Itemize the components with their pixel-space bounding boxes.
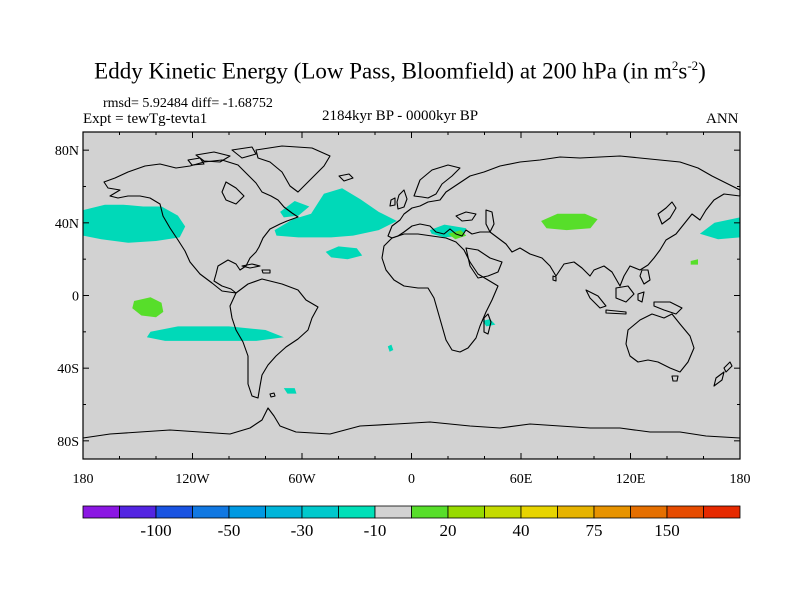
- coastline-south-america: [229, 278, 319, 399]
- x-tick-label: 180: [730, 472, 751, 487]
- anomaly-region-south-pacific-band: [146, 326, 284, 341]
- experiment-label: Expt = tewTg-tevta1: [83, 111, 208, 127]
- anomaly-region-south-atlantic-speck: [387, 344, 394, 352]
- coastline-antarctica: [82, 407, 741, 439]
- colorbar-swatch: [630, 505, 668, 519]
- colorbar-swatch: [228, 505, 266, 519]
- coastline-hudson-bay: [221, 181, 245, 205]
- colorbar-swatch: [82, 505, 120, 519]
- anomaly-region-subtropical-atlantic: [325, 246, 363, 260]
- colorbar-label: 75: [586, 521, 603, 540]
- y-tick-label: 80N: [55, 144, 79, 159]
- x-tick-label: 120W: [175, 472, 210, 487]
- colorbar-swatch: [338, 505, 376, 519]
- colorbar-swatch: [447, 505, 485, 519]
- coastline-caribbean: [241, 263, 271, 274]
- colorbar-label: -100: [140, 521, 171, 540]
- coastlines: [82, 145, 741, 439]
- colorbar-swatch: [411, 505, 449, 519]
- coastline-arabia: [465, 247, 503, 279]
- coastline-caspian-sea: [485, 209, 495, 233]
- coastline-new-zealand: [713, 361, 733, 387]
- coastline-africa: [381, 233, 499, 353]
- x-tick-label: 180: [73, 472, 94, 487]
- coastline-iceland: [338, 173, 354, 182]
- colorbar-swatch: [484, 505, 522, 519]
- colorbar: [82, 505, 741, 519]
- x-tick-label: 0: [408, 472, 415, 487]
- coastline-java: [605, 309, 627, 315]
- x-tick-label: 120E: [616, 472, 646, 487]
- y-tick-label: 0: [72, 290, 79, 305]
- map-frame: [82, 131, 741, 460]
- y-tick-label: 80S: [57, 435, 79, 450]
- anomaly-region-west-pacific-jet: [699, 217, 740, 240]
- coastline-new-guinea: [653, 301, 683, 315]
- coastline-eurasia: [387, 155, 741, 287]
- anomaly-region-north-atlantic: [274, 188, 397, 238]
- colorbar-swatch: [557, 505, 595, 519]
- map-background: [83, 132, 740, 459]
- coastline-sulawesi: [637, 291, 645, 303]
- y-tick-label: 40N: [55, 217, 79, 232]
- colorbar-swatch: [520, 505, 558, 519]
- anomaly-region-east-africa-coast: [482, 319, 496, 327]
- latitude-labels: 80N 40N 0 40S 80S: [55, 144, 79, 450]
- colorbar-swatch: [119, 505, 157, 519]
- coastline-sri-lanka: [552, 275, 557, 282]
- coastline-falklands: [269, 392, 276, 398]
- time-period-label: 2184kyr BP - 0000kyr BP: [321, 108, 479, 124]
- plot-title: Eddy Kinetic Energy (Low Pass, Bloomfiel…: [94, 58, 706, 84]
- coastline-madagascar: [483, 313, 492, 335]
- anomaly-region-north-pacific: [83, 204, 186, 243]
- colorbar-swatch: [265, 505, 303, 519]
- coastline-philippines: [639, 269, 651, 285]
- colorbar-swatch: [666, 505, 704, 519]
- coastline-north-america: [103, 159, 299, 294]
- coastline-arctic-islands: [187, 146, 257, 166]
- coastline-sumatra: [585, 289, 607, 309]
- coastline-borneo: [615, 285, 635, 303]
- colorbar-swatch: [155, 505, 193, 519]
- anomaly-region-west-atlantic-blob: [280, 201, 310, 218]
- anomaly-region-eastern-pacific-positive: [132, 297, 164, 318]
- x-tick-label: 60E: [510, 472, 533, 487]
- anomaly-region-central-asia-positive: [541, 213, 598, 231]
- coastline-greenland: [255, 145, 331, 193]
- colorbar-label: 40: [513, 521, 530, 540]
- colorbar-label: 150: [654, 521, 680, 540]
- anomaly-shading: [83, 188, 740, 394]
- colorbar-swatch: [301, 505, 339, 519]
- x-tick-label: 60W: [288, 472, 316, 487]
- colorbar-label: 20: [440, 521, 457, 540]
- anomaly-region-west-pacific-speck: [690, 259, 698, 265]
- stats-text: rmsd= 5.92484 diff= -1.68752: [103, 96, 273, 111]
- colorbar-swatch: [593, 505, 631, 519]
- season-label: ANN: [706, 111, 739, 127]
- anomaly-region-drake-passage-speck: [283, 388, 297, 394]
- coastline-british-isles: [389, 189, 408, 210]
- coastline-black-sea: [455, 211, 477, 222]
- coastline-japan: [657, 201, 677, 225]
- colorbar-label: -10: [364, 521, 387, 540]
- colorbar-swatch: [192, 505, 230, 519]
- map-panel: [82, 131, 741, 460]
- coastline-scandinavia: [413, 164, 461, 199]
- y-tick-label: 40S: [57, 362, 79, 377]
- coastline-tasmania: [671, 375, 679, 382]
- colorbar-swatch: [374, 505, 412, 519]
- colorbar-label: -30: [291, 521, 314, 540]
- colorbar-swatch: [703, 505, 741, 519]
- colorbar-label: -50: [218, 521, 241, 540]
- colorbar-labels: -100 -50 -30 -10 20 40 75 150: [140, 521, 679, 540]
- longitude-labels: 180 120W 60W 0 60E 120E 180: [73, 472, 751, 487]
- coastline-australia: [625, 313, 695, 373]
